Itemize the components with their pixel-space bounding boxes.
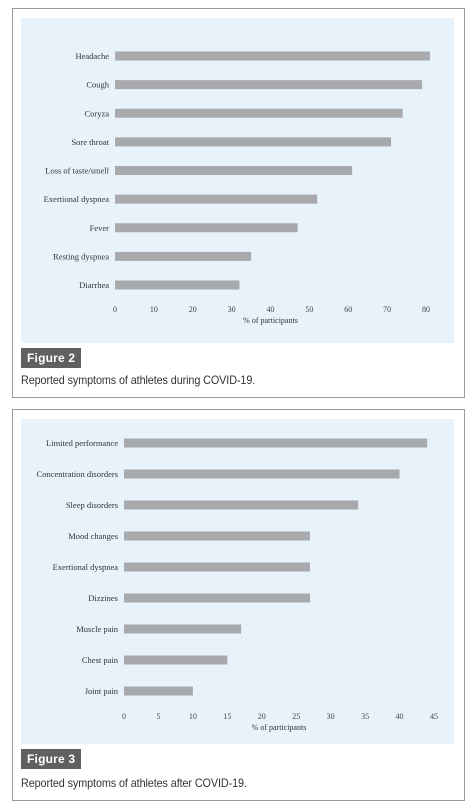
bar [115,251,252,261]
category-label: Coryza [84,108,109,118]
figure-2-caption: Reported symptoms of athletes during COV… [21,373,256,387]
bar [115,223,298,233]
x-tick-label: 60 [344,305,352,314]
x-tick-label: 30 [228,305,236,314]
x-tick-label: 50 [305,305,313,314]
x-tick-label: 0 [122,712,126,721]
bar [115,137,392,147]
bar [124,562,310,572]
figure-3-caption: Reported symptoms of athletes after COVI… [21,776,247,790]
figure-3-chart: Limited performance Concentration disorde… [37,438,438,732]
x-tick-label: 0 [113,305,117,314]
category-label: Mood changes [68,531,118,541]
bar [124,624,242,634]
bar [115,194,318,204]
bar [115,280,240,290]
x-tick-label: 35 [361,712,369,721]
bar [115,51,430,61]
x-tick-label: 25 [292,712,300,721]
bar [115,80,423,90]
x-tick-label: 15 [223,712,231,721]
figure-2-panel: Headache Cough Coryza Sore throat Loss of ta… [12,8,465,398]
category-label: Fever [90,223,110,233]
figure-2-label: Figure 2 [21,348,82,368]
x-tick-label: 10 [150,305,158,314]
category-label: Joint pain [85,686,119,696]
x-axis-title: % of participants [243,316,298,325]
bar [124,593,310,603]
bar [115,166,353,175]
x-tick-label: 5 [156,712,160,721]
category-label: Exertional dyspnea [44,194,110,204]
bar [124,655,228,665]
figure-2-chart: Headache Cough Coryza Sore throat Loss of ta… [44,51,430,325]
figure-3-panel: Limited performance Concentration disorde… [12,409,465,801]
bar [124,531,310,541]
category-label: Sore throat [71,137,109,147]
x-tick-label: 20 [258,712,266,721]
x-tick-label: 20 [189,305,197,314]
x-tick-label: 70 [383,305,391,314]
x-tick-label: 80 [422,305,430,314]
bar [115,108,403,118]
category-label: Concentration disorders [37,469,118,479]
figure-3-label: Figure 3 [21,749,82,769]
category-label: Limited performance [46,438,118,448]
bar [124,438,428,448]
x-tick-label: 45 [430,712,438,721]
x-tick-label: 40 [267,305,275,314]
category-label: Loss of taste/smell [45,166,109,176]
x-tick-label: 10 [189,712,197,721]
figure-2-plot-area: Headache Cough Coryza Sore throat Loss of ta… [21,18,454,343]
category-label: Headache [75,51,109,61]
bar [124,500,359,510]
x-axis-title: % of participants [252,723,307,732]
category-label: Exertional dyspnea [53,562,119,572]
x-tick-label: 30 [327,712,335,721]
category-label: Diarrhea [79,280,109,290]
bar [124,686,193,696]
bar [124,469,400,479]
x-tick-label: 40 [396,712,404,721]
category-label: Cough [86,80,109,90]
category-label: Dizzines [88,593,118,603]
category-label: Resting dyspnea [53,251,109,261]
category-label: Chest pain [82,655,119,665]
category-label: Muscle pain [76,624,119,634]
category-label: Sleep disorders [66,500,118,510]
figure-3-plot-area: Limited performance Concentration disorde… [21,419,454,744]
